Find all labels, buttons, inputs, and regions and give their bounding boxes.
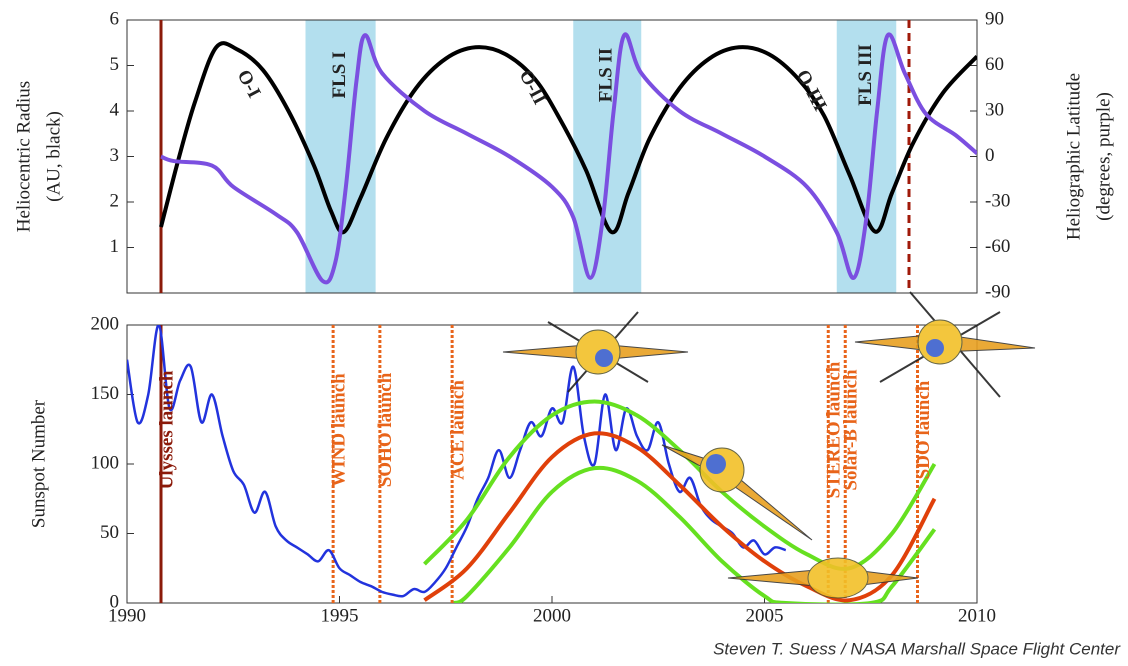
launch-label: Solar-B launch bbox=[841, 369, 862, 491]
y2-tick-label: 30 bbox=[985, 99, 1004, 120]
axis-title: Heliocentric Radius bbox=[13, 81, 34, 232]
band bbox=[305, 20, 376, 293]
axis-title: (degrees, purple) bbox=[1093, 92, 1114, 221]
credit: Steven T. Suess / NASA Marshall Space Fl… bbox=[713, 639, 1121, 658]
y2-tick-label: -90 bbox=[985, 281, 1010, 302]
labels: O-I O-II O-III FLS I FLS II FLS III 1 2 3 4 5 6 -… bbox=[13, 8, 1114, 626]
y-tick-label: 50 bbox=[100, 522, 119, 543]
x-tick-label: 2005 bbox=[746, 605, 784, 626]
y-tick-label: 150 bbox=[91, 383, 120, 404]
y-tick-label: 4 bbox=[110, 99, 120, 120]
y2-tick-label: -30 bbox=[985, 190, 1010, 211]
series-line bbox=[160, 32, 977, 285]
launch-label: SDO launch bbox=[913, 380, 934, 479]
launch-label: WIND launch bbox=[328, 373, 349, 487]
y2-tick-label: 0 bbox=[985, 145, 995, 166]
y-tick-label: 100 bbox=[91, 452, 120, 473]
launch-label: STEREO launch bbox=[824, 361, 845, 498]
series-line bbox=[159, 41, 977, 235]
y-tick-label: 6 bbox=[110, 8, 120, 29]
axis-title: Heliographic Latitude bbox=[1063, 73, 1084, 240]
y2-tick-label: 60 bbox=[985, 54, 1004, 75]
axis-title: (AU, black) bbox=[43, 111, 64, 202]
spacecraft-icons bbox=[502, 291, 1036, 599]
x-tick-label: 2000 bbox=[533, 605, 571, 626]
series-line bbox=[127, 325, 787, 598]
series-line bbox=[453, 465, 937, 603]
y-tick-label: 200 bbox=[91, 313, 120, 334]
launch-label: SOHO launch bbox=[375, 372, 396, 487]
orbit-label: O-I bbox=[233, 67, 265, 102]
x-tick-label: 2010 bbox=[958, 605, 996, 626]
x-tick-label: 1990 bbox=[108, 605, 146, 626]
band-label: FLS I bbox=[329, 52, 350, 99]
band-label: FLS III bbox=[855, 44, 876, 106]
x-tick-label: 1995 bbox=[321, 605, 359, 626]
launch-label: Ulysses launch bbox=[156, 370, 177, 489]
axis-title: Sunspot Number bbox=[28, 399, 49, 528]
band-label: FLS II bbox=[596, 48, 617, 102]
y-tick-label: 1 bbox=[110, 236, 120, 257]
y-tick-label: 5 bbox=[110, 54, 120, 75]
orbit-label: O-III bbox=[792, 67, 831, 115]
marks bbox=[126, 19, 978, 604]
band bbox=[836, 20, 897, 293]
y2-tick-label: 90 bbox=[985, 8, 1004, 29]
y-tick-label: 0 bbox=[110, 591, 120, 612]
y2-tick-label: -60 bbox=[985, 236, 1010, 257]
y-tick-label: 2 bbox=[110, 190, 120, 211]
series-line bbox=[423, 431, 937, 603]
y-tick-label: 3 bbox=[110, 145, 120, 166]
orbit-label: O-II bbox=[515, 67, 550, 109]
launch-label: ACE launch bbox=[447, 380, 468, 480]
